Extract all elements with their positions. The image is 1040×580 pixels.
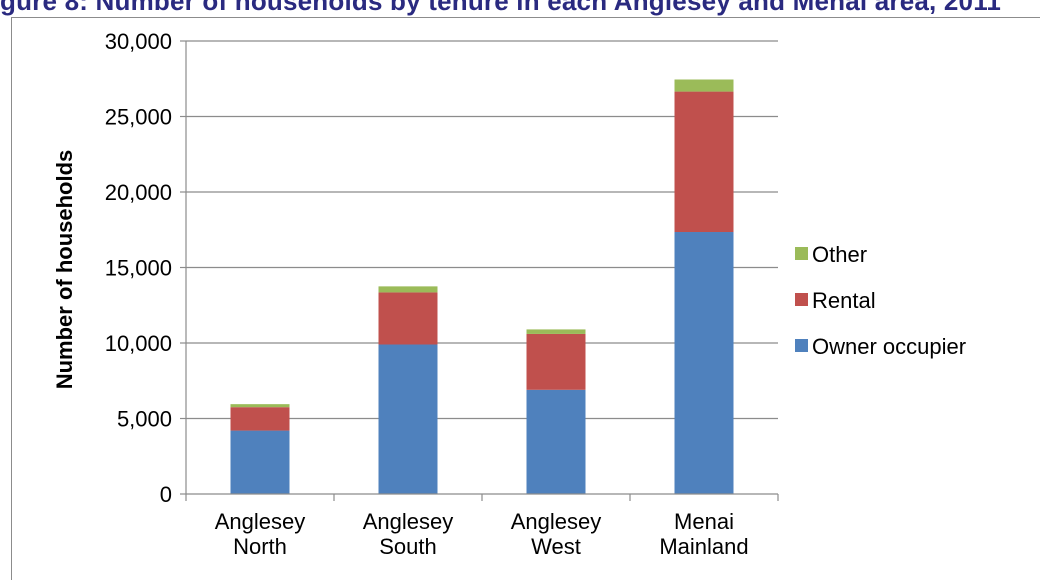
y-axis-title: Number of households	[52, 150, 77, 390]
x-category-label: West	[531, 534, 581, 559]
legend-swatch	[795, 247, 808, 260]
legend-label: Rental	[812, 288, 876, 313]
bar-other	[230, 404, 290, 408]
legend-swatch	[795, 339, 808, 352]
y-tick-label: 25,000	[105, 105, 172, 130]
x-category-label: Anglesey	[363, 509, 454, 534]
x-category-label: Mainland	[659, 534, 748, 559]
y-tick-label: 30,000	[105, 29, 172, 54]
bar-other	[378, 286, 438, 293]
legend-label: Owner occupier	[812, 334, 966, 359]
bar-rental	[674, 91, 734, 233]
legend-label: Other	[812, 242, 867, 267]
y-tick-label: 15,000	[105, 256, 172, 281]
bar-owner-occupier	[674, 232, 734, 494]
y-tick-label: 20,000	[105, 180, 172, 205]
y-tick-label: 0	[160, 482, 172, 507]
x-category-label: South	[379, 534, 437, 559]
bar-other	[526, 329, 586, 334]
bar-rental	[378, 292, 438, 345]
bar-owner-occupier	[526, 389, 586, 494]
x-category-label: Anglesey	[511, 509, 602, 534]
bar-other	[674, 79, 734, 92]
legend-swatch	[795, 293, 808, 306]
x-category-label: Menai	[674, 509, 734, 534]
x-category-label: Anglesey	[215, 509, 306, 534]
bar-owner-occupier	[378, 344, 438, 494]
y-tick-label: 10,000	[105, 331, 172, 356]
bar-rental	[230, 407, 290, 431]
bar-owner-occupier	[230, 430, 290, 494]
figure-title: gure 8: Number of households by tenure i…	[0, 0, 1002, 16]
chart-frame	[11, 17, 1040, 580]
x-category-label: North	[233, 534, 287, 559]
bar-rental	[526, 333, 586, 390]
figure-title-strip: gure 8: Number of households by tenure i…	[0, 0, 1040, 18]
y-tick-label: 5,000	[117, 407, 172, 432]
